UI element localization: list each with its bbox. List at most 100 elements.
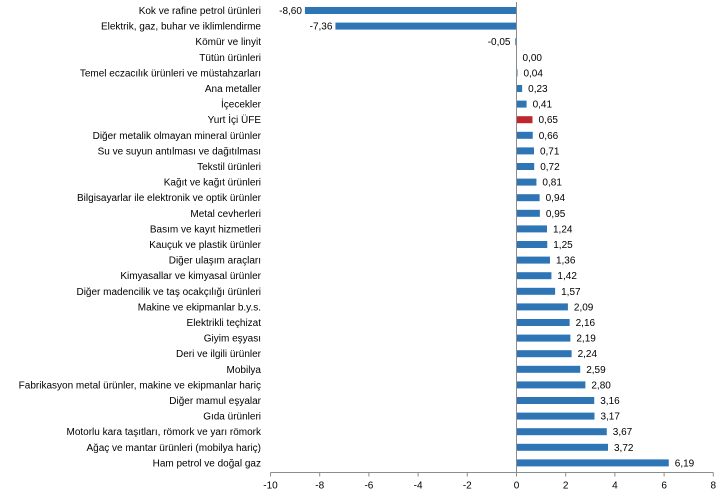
bar <box>516 85 523 92</box>
value-label: 3,72 <box>614 443 634 454</box>
value-label: -0,05 <box>488 37 511 48</box>
category-label: Kömür ve linyit <box>195 37 261 48</box>
bar <box>335 22 517 30</box>
bar <box>515 38 517 46</box>
bar <box>516 209 540 217</box>
category-label: Su ve suyun antılması ve dağıtılması <box>98 146 261 157</box>
bar <box>516 147 534 155</box>
category-label: Elektrik, gaz, buhar ve iklimlendirme <box>101 22 261 33</box>
category-label: Makine ve ekipmanlar b.y.s. <box>138 302 261 313</box>
x-tick-label: 2 <box>563 481 569 492</box>
category-label: Diğer metalik olmayan mineral ürünler <box>93 131 262 142</box>
bar <box>516 225 547 233</box>
bar <box>304 7 517 14</box>
value-label: 1,25 <box>553 240 573 251</box>
bar <box>516 303 568 311</box>
value-label: 0,04 <box>523 68 543 79</box>
bar <box>516 428 607 436</box>
category-label: Diğer mamul eşyalar <box>169 396 261 407</box>
value-labels-group: -8,60 -7,36 -0,05 0,00 0,04 0,23 0,41 0,65 0,66 0… <box>279 6 695 469</box>
category-label: İçecekler <box>221 98 262 111</box>
x-tick-label: -8 <box>315 481 324 492</box>
category-label: Kimyasallar ve kimyasal ürünler <box>120 271 261 282</box>
category-label: Ham petrol ve doğal gaz <box>153 458 261 469</box>
bar <box>516 334 571 342</box>
bar <box>516 116 533 124</box>
value-label: -8,60 <box>279 6 302 17</box>
value-label: 0,72 <box>540 162 560 173</box>
bar <box>516 459 669 467</box>
value-label: 2,19 <box>576 334 596 345</box>
category-label: Elektrikli teçhizat <box>187 318 262 329</box>
value-label: 0,71 <box>540 146 560 157</box>
category-label: Bilgisayarlar ile elektronik ve optik ür… <box>77 193 262 204</box>
value-label: 6,19 <box>675 458 695 469</box>
value-label: 3,17 <box>600 412 620 423</box>
x-tick-label: 0 <box>514 481 520 492</box>
category-label: Gıda ürünleri <box>203 412 261 423</box>
x-tick-label: -10 <box>263 481 278 492</box>
category-label: Ağaç ve mantar ürünleri (mobilya hariç) <box>86 443 261 454</box>
category-label: Motorlu kara taşıtları, römork ve yarı r… <box>67 427 262 438</box>
x-tick-label: 6 <box>661 481 667 492</box>
x-tick-label: -6 <box>364 481 373 492</box>
value-label: 1,24 <box>553 224 573 235</box>
category-label: Tütün ürünleri <box>199 53 261 64</box>
bar <box>516 381 586 389</box>
bar <box>516 131 533 139</box>
bar <box>516 256 550 264</box>
value-label: 2,80 <box>591 380 611 391</box>
bar <box>516 365 581 373</box>
value-label: 3,16 <box>600 396 620 407</box>
value-label: 0,23 <box>528 84 548 95</box>
category-label: Kok ve rafine petrol ürünleri <box>139 6 261 17</box>
value-label: 0,65 <box>538 115 558 126</box>
bar <box>516 100 527 108</box>
value-label: 0,95 <box>546 209 566 220</box>
value-label: 0,81 <box>542 178 562 189</box>
bar <box>516 194 540 202</box>
bar <box>516 287 556 295</box>
value-label: 2,24 <box>578 349 598 360</box>
category-labels-group: Kok ve rafine petrol ürünleri Elektrik, g… <box>19 6 262 469</box>
bar <box>516 397 595 404</box>
value-label: 2,59 <box>586 365 606 376</box>
bar <box>516 241 548 248</box>
x-tick-label: -2 <box>463 481 472 492</box>
x-tick-label: 4 <box>612 481 618 492</box>
value-label: 1,36 <box>556 256 576 267</box>
bar <box>516 319 570 326</box>
category-label: Deri ve ilgili ürünler <box>176 349 262 360</box>
category-label: Kauçuk ve plastik ürünler <box>149 240 261 251</box>
value-label: 0,41 <box>533 100 553 111</box>
value-label: 0,94 <box>546 193 566 204</box>
category-label: Temel eczacılık ürünleri ve müstahzarlar… <box>80 68 261 79</box>
category-label: Tekstil ürünleri <box>197 162 261 173</box>
category-label: Ana metaller <box>205 84 262 95</box>
category-label: Yurt İçi ÜFE <box>208 113 262 126</box>
value-label: 0,00 <box>523 53 543 64</box>
category-label: Mobilya <box>227 365 262 376</box>
value-label: -7,36 <box>310 22 333 33</box>
x-tick-label: -4 <box>414 481 423 492</box>
x-axis: -10 -8 -6 -4 -2 0 2 4 6 8 <box>263 2 717 492</box>
value-label: 1,57 <box>561 287 581 298</box>
bar <box>516 350 572 358</box>
category-label: Kağıt ve kağıt ürünleri <box>164 178 261 189</box>
bar <box>516 443 609 451</box>
value-label: 3,67 <box>613 427 633 438</box>
value-label: 0,66 <box>539 131 559 142</box>
category-label: Giyim eşyası <box>204 334 261 345</box>
category-label: Fabrikasyon metal ürünler, makine ve eki… <box>19 380 261 391</box>
category-label: Diğer ulaşım araçları <box>169 256 261 267</box>
value-label: 1,42 <box>557 271 577 282</box>
bars-group <box>304 7 669 467</box>
bar <box>516 412 595 420</box>
category-label: Metal cevherleri <box>190 209 261 220</box>
x-tick-label: 8 <box>711 481 717 492</box>
category-label: Diğer madencilik ve taş ocakçılığı ürünl… <box>76 287 261 298</box>
bar <box>516 163 535 170</box>
value-label: 2,16 <box>576 318 596 329</box>
bar <box>516 272 552 280</box>
